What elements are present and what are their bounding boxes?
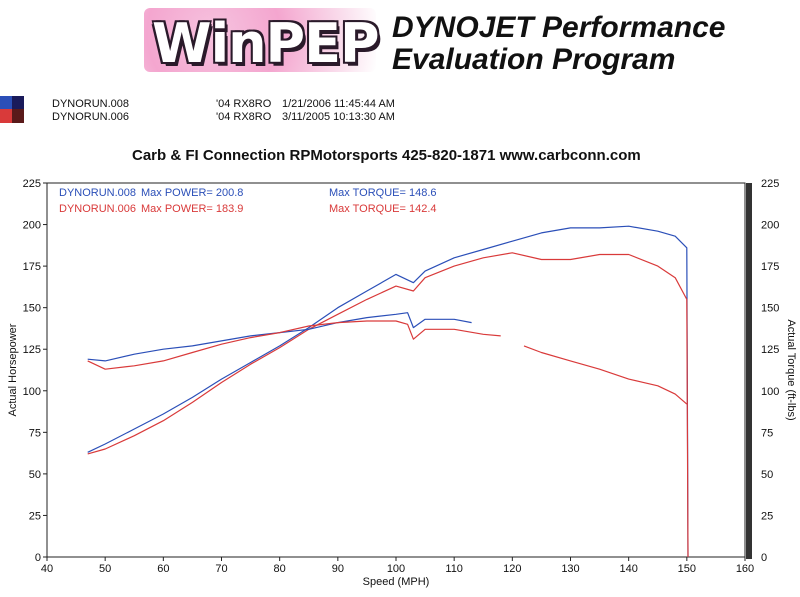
x-tick-label: 160 xyxy=(736,563,754,575)
dyno-chart: 40 50 60 70 80 90 100 110 120 130 140 150 160 0 0 25 25 5… xyxy=(7,178,797,588)
y-axis-title-right: Actual Torque (ft-lbs) xyxy=(785,319,797,420)
y-tick-label-left: 225 xyxy=(23,178,41,190)
winpep-logo-background xyxy=(144,8,376,72)
x-tick-label: 70 xyxy=(215,563,227,575)
run-2-car: '04 RX8RO xyxy=(216,111,272,123)
program-title: DYNOJET Performance Evaluation Program xyxy=(392,12,725,76)
y-tick-label-left: 25 xyxy=(29,510,41,522)
shop-info-line: Carb & FI Connection RPMotorsports 425-8… xyxy=(132,147,641,164)
y-tick-label-left: 125 xyxy=(23,344,41,356)
y-tick-label-right: 225 xyxy=(761,178,779,190)
x-tick-label: 80 xyxy=(274,563,286,575)
x-tick-label: 100 xyxy=(387,563,405,575)
y-tick-label-right: 50 xyxy=(761,469,773,481)
run-2-name: DYNORUN.006 xyxy=(52,111,130,123)
series-line-dynorun-006-torque-late xyxy=(523,345,688,405)
run-1-car: '04 RX8RO xyxy=(216,98,272,110)
y-tick-label-left: 100 xyxy=(23,386,41,398)
program-title-line-1: DYNOJET Performance xyxy=(392,11,726,44)
x-tick-label: 50 xyxy=(99,563,111,575)
legend-max-torque: Max TORQUE= 142.4 xyxy=(329,203,437,215)
x-tick-label: 60 xyxy=(157,563,169,575)
run-2-date: 3/11/2005 10:13:30 AM xyxy=(282,111,395,123)
legend-max-power: Max POWER= 200.8 xyxy=(141,187,243,199)
y-tick-label-right: 100 xyxy=(761,386,779,398)
y-axis-title-left: Actual Horsepower xyxy=(7,323,19,416)
y-tick-label-right: 125 xyxy=(761,344,779,356)
program-title-line-2: Evaluation Program xyxy=(392,43,676,76)
run-2-color-swatch xyxy=(0,109,24,123)
y-tick-label-left: 0 xyxy=(35,552,41,564)
y-tick-label-right: 25 xyxy=(761,510,773,522)
x-tick-label: 110 xyxy=(445,563,463,575)
run-1-name: DYNORUN.008 xyxy=(52,98,130,110)
x-tick-label: 120 xyxy=(503,563,521,575)
x-tick-label: 150 xyxy=(678,563,696,575)
y-tick-label-left: 50 xyxy=(29,469,41,481)
x-tick-label: 90 xyxy=(332,563,344,575)
run-1-date: 1/21/2006 11:45:44 AM xyxy=(282,98,395,110)
y-tick-label-left: 150 xyxy=(23,303,41,315)
run-1-color-swatch xyxy=(0,96,24,110)
x-tick-label: 140 xyxy=(619,563,637,575)
plot-frame xyxy=(46,182,746,558)
y-tick-label-right: 175 xyxy=(761,261,779,273)
series-line-dynorun-008-power xyxy=(87,225,689,558)
legend-max-power: Max POWER= 183.9 xyxy=(141,203,243,215)
legend-run-name: DYNORUN.006 xyxy=(59,203,136,215)
y-tick-label-right: 150 xyxy=(761,303,779,315)
legend-run-name: DYNORUN.008 xyxy=(59,187,136,199)
winpep-logo: WinPEP xyxy=(152,12,380,75)
y-tick-label-right: 75 xyxy=(761,427,773,439)
x-tick-label: 130 xyxy=(561,563,579,575)
series-line-dynorun-008-torque xyxy=(87,312,472,362)
x-tick-label: 40 xyxy=(41,563,53,575)
y-tick-label-left: 75 xyxy=(29,427,41,439)
legend-max-torque: Max TORQUE= 148.6 xyxy=(329,187,437,199)
series-line-dynorun-006-torque xyxy=(87,320,501,370)
y-tick-label-right: 0 xyxy=(761,552,767,564)
y-tick-label-right: 200 xyxy=(761,220,779,232)
series-line-dynorun-006-power xyxy=(87,252,689,558)
x-axis-title: Speed (MPH) xyxy=(363,576,430,588)
y-tick-label-left: 175 xyxy=(23,261,41,273)
y-tick-label-left: 200 xyxy=(23,220,41,232)
